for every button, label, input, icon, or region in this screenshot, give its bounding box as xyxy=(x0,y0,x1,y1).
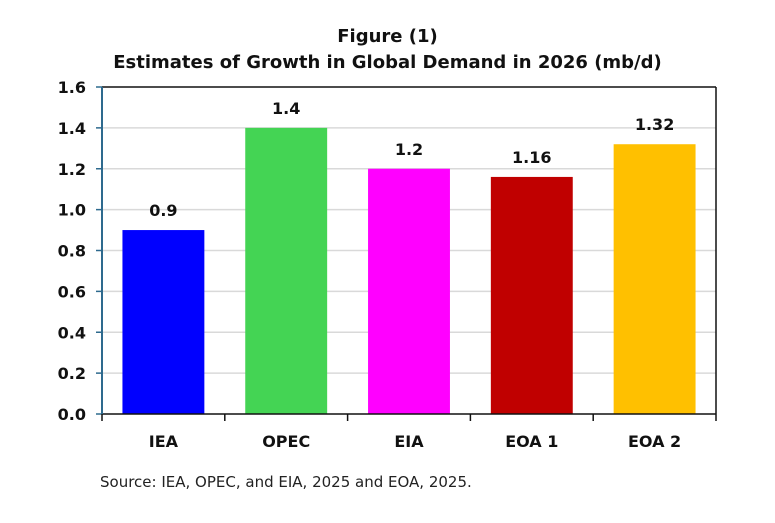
y-tick-label: 1.2 xyxy=(58,160,86,179)
x-tick-label: IEA xyxy=(149,432,179,451)
x-tick-label: EIA xyxy=(394,432,424,451)
y-tick-label: 0.0 xyxy=(58,405,86,424)
y-tick-label: 0.4 xyxy=(58,323,86,342)
y-tick-label: 0.6 xyxy=(58,282,86,301)
bar-eoa-2 xyxy=(613,144,696,414)
y-tick-label: 1.6 xyxy=(58,78,86,97)
source-note: Source: IEA, OPEC, and EIA, 2025 and EOA… xyxy=(100,473,472,491)
chart-title: Figure (1) xyxy=(337,26,438,47)
x-tick-label: EOA 1 xyxy=(505,432,558,451)
data-label: 1.4 xyxy=(272,99,300,118)
x-tick-label: EOA 2 xyxy=(628,432,681,451)
data-label: 0.9 xyxy=(149,201,177,220)
y-tick-label: 0.2 xyxy=(58,364,86,383)
x-tick-label: OPEC xyxy=(262,432,310,451)
y-tick-label: 0.8 xyxy=(58,242,86,261)
chart-subtitle: Estimates of Growth in Global Demand in … xyxy=(113,52,662,73)
bar-opec xyxy=(245,127,328,414)
bar-eoa-1 xyxy=(490,176,573,414)
data-label: 1.32 xyxy=(635,115,674,134)
y-tick-label: 1.4 xyxy=(58,119,86,138)
data-label: 1.16 xyxy=(512,148,551,167)
data-label: 1.2 xyxy=(395,140,423,159)
bar-eia xyxy=(368,168,450,414)
bar-iea xyxy=(122,230,205,414)
y-tick-label: 1.0 xyxy=(58,201,86,220)
